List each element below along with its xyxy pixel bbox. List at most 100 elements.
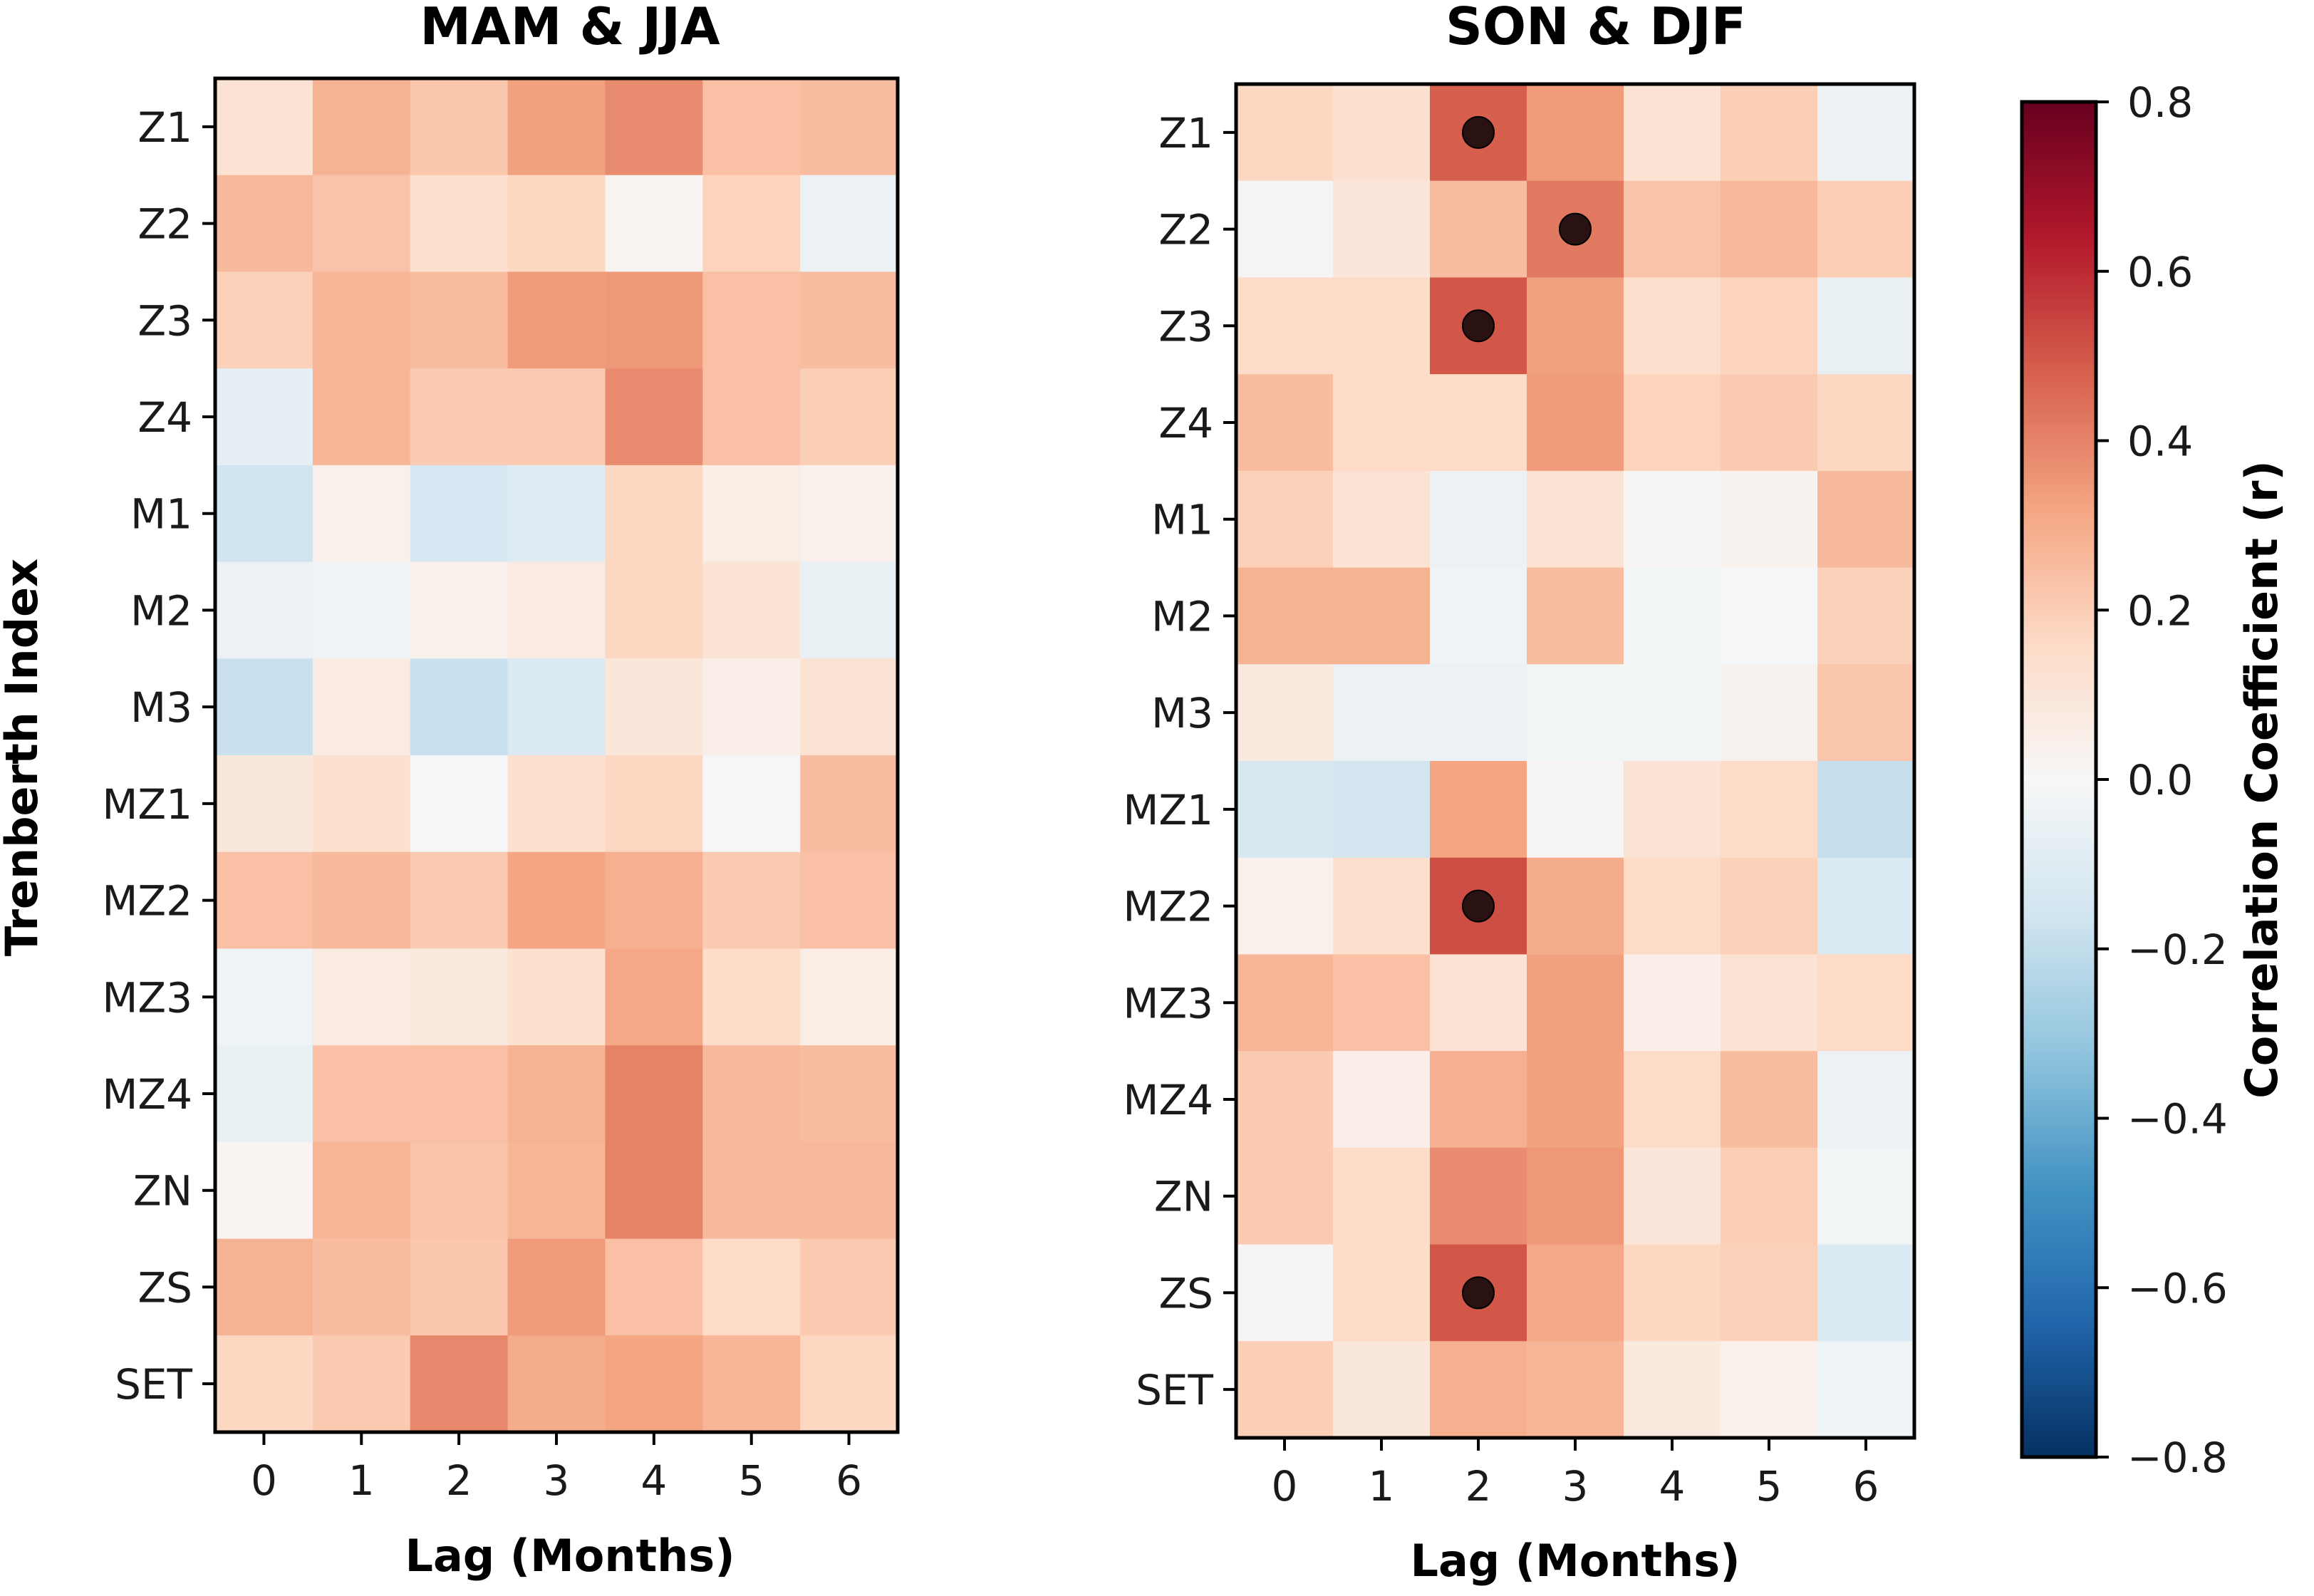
heatmap-cell (215, 851, 313, 950)
heatmap-cell (800, 755, 898, 853)
heatmap-cell (1721, 180, 1818, 279)
heatmap-cell (800, 1045, 898, 1143)
y-tick-label: M2 (1151, 592, 1213, 641)
heatmap-cell (1333, 1051, 1431, 1149)
heatmap-cell (215, 175, 313, 273)
heatmap-cell (1236, 664, 1334, 762)
heatmap-cell (702, 561, 801, 659)
heatmap-cell (605, 1238, 703, 1336)
y-tick-label: Z4 (138, 393, 192, 442)
heatmap-cell (215, 465, 313, 563)
x-tick-label: 6 (836, 1456, 862, 1505)
heatmap-cells (1236, 84, 1915, 1439)
heatmap-cell (1721, 1051, 1818, 1149)
heatmap-cell (702, 1141, 801, 1240)
heatmap-cell (800, 465, 898, 563)
heatmap-cell (1333, 664, 1431, 762)
heatmap-cell (312, 1238, 411, 1336)
heatmap-cell (1721, 857, 1818, 955)
heatmap-cell (410, 1335, 509, 1433)
heatmap-cell (605, 851, 703, 950)
y-tick-label: ZS (138, 1263, 192, 1312)
heatmap-cell (1624, 954, 1721, 1052)
heatmap-cell (800, 368, 898, 466)
heatmap-cell (1430, 664, 1527, 762)
heatmap-cell (1527, 1051, 1624, 1149)
heatmap-cell (507, 368, 606, 466)
heatmap-cell (605, 1141, 703, 1240)
heatmap-cell (1817, 857, 1915, 955)
heatmap-cell (1527, 1341, 1624, 1439)
heatmap-cell (312, 465, 411, 563)
heatmap-cell (1721, 1341, 1818, 1439)
heatmap-cell (1333, 180, 1431, 279)
heatmap-cell (1236, 277, 1334, 375)
heatmap-cell (800, 658, 898, 756)
heatmap-cell (1236, 1341, 1334, 1439)
heatmap-cell (1527, 1244, 1624, 1342)
heatmap-cell (1333, 761, 1431, 859)
heatmap-cell (800, 1141, 898, 1240)
heatmap-cell (410, 1045, 509, 1143)
heatmap-cell (605, 948, 703, 1046)
colorbar-tick-label: 0.4 (2127, 418, 2193, 466)
heatmap-cell (1817, 84, 1915, 182)
plot-frame (1234, 82, 1916, 1440)
heatmap-cell (1624, 1147, 1721, 1245)
heatmap-cell (1721, 1147, 1818, 1245)
x-tick-label: 1 (348, 1456, 375, 1505)
heatmap-cell (702, 755, 801, 853)
y-tick-label: MZ3 (102, 973, 192, 1022)
heatmap-cell (1430, 1341, 1527, 1439)
heatmap-cell (1430, 954, 1527, 1052)
heatmap-cell (605, 1045, 703, 1143)
heatmap-cell (800, 1335, 898, 1433)
heatmap-cell (215, 1045, 313, 1143)
heatmap-cell (702, 658, 801, 756)
y-tick-label: SET (115, 1360, 192, 1409)
heatmap-cell (215, 755, 313, 853)
heatmap-cell (1624, 1244, 1721, 1342)
y-tick-label: MZ4 (1123, 1076, 1213, 1124)
y-tick-label: ZN (1154, 1173, 1213, 1221)
heatmap-cell (1430, 470, 1527, 569)
heatmap-cell (1333, 277, 1431, 375)
heatmap-cell (1721, 664, 1818, 762)
heatmap-cell (1236, 1244, 1334, 1342)
heatmap-cell (1624, 180, 1721, 279)
heatmap-cell (1721, 84, 1818, 182)
heatmap-cell (507, 1141, 606, 1240)
colorbar: 0.8 0.6 0.4 0.2 0.0 −0.2 −0.4 −0.6 −0.8 Correlat… (2020, 78, 2288, 1482)
heatmap-cell (507, 948, 606, 1046)
y-tick-label: ZN (133, 1167, 192, 1216)
heatmap-cell (1817, 180, 1915, 279)
y-tick-label: Z2 (1158, 206, 1213, 254)
heatmap-cell (800, 271, 898, 369)
heatmap-panel-mam-jja: MAM & JJA Z1 Z2 Z3 Z4 M1 M2 M3 MZ1 MZ2 MZ3 MZ4 ZN ZS… (0, 0, 900, 1582)
heatmap-cell (800, 851, 898, 950)
heatmap-cell (1527, 277, 1624, 375)
colorbar-tick-label: 0.6 (2127, 248, 2193, 296)
heatmap-cell (1817, 567, 1915, 665)
heatmap-cell (312, 561, 411, 659)
heatmap-cell (1817, 1147, 1915, 1245)
heatmap-cell (702, 368, 801, 466)
heatmap-cell (410, 465, 509, 563)
heatmap-cell (1527, 567, 1624, 665)
axis-ticks: Z1 Z2 Z3 Z4 M1 M2 M3 MZ1 MZ2 MZ3 MZ4 ZN ZS SET 0 1 2 3 4 5 6 (102, 103, 862, 1505)
x-tick-label: 0 (1272, 1462, 1298, 1510)
heatmap-cell (507, 175, 606, 273)
y-tick-label: Z1 (138, 103, 192, 152)
heatmap-cell (1817, 954, 1915, 1052)
heatmap-cell (702, 175, 801, 273)
heatmap-cell (1817, 470, 1915, 569)
y-tick-label: M3 (130, 683, 192, 732)
y-tick-label: Z3 (1158, 302, 1213, 351)
heatmap-cell (605, 561, 703, 659)
heatmap-cell (800, 948, 898, 1046)
heatmap-cell (410, 175, 509, 273)
heatmap-cell (1236, 1051, 1334, 1149)
significance-dot (1462, 309, 1495, 343)
heatmap-cell (215, 271, 313, 369)
heatmap-cell (507, 851, 606, 950)
